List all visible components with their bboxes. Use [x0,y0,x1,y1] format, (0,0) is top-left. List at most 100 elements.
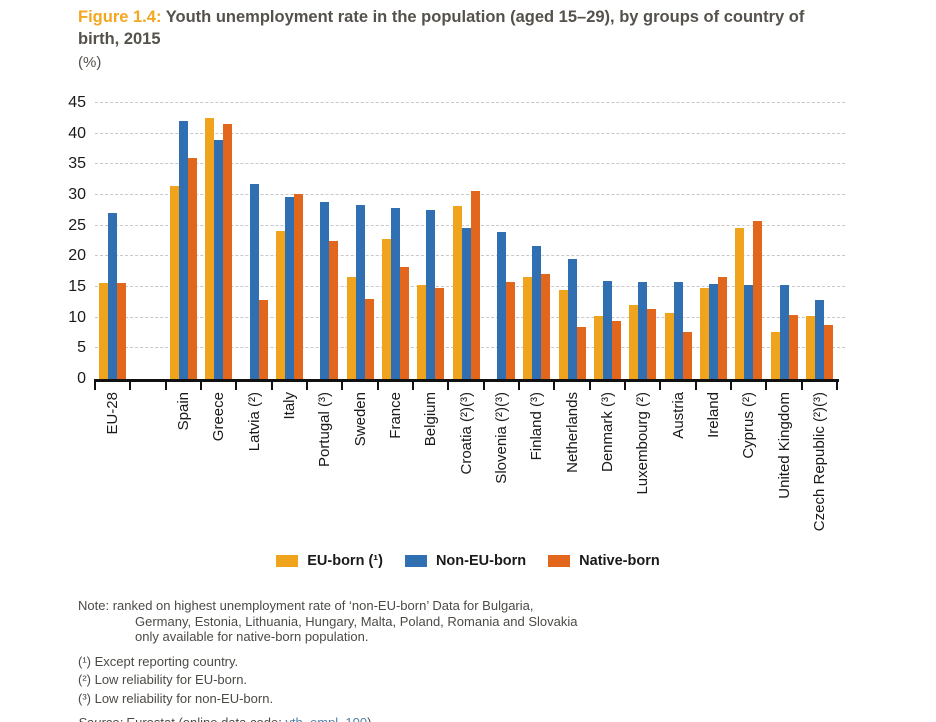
source-line: Source: Eurostat (online data code: yth_… [78,715,590,722]
legend-label: Non-EU-born [435,553,527,569]
bar-native-born [399,266,409,379]
axis-tick [376,379,379,390]
bar-eu-born [664,313,674,379]
bar-native-born [647,309,657,379]
note-text: ranked on highest unemployment rate of ‘… [109,598,578,645]
x-axis-label: Spain [174,392,192,431]
bar-non-eu-born [284,197,294,379]
bar-native-born [717,276,727,379]
bar-eu-born [275,230,285,379]
bar-native-born [364,298,374,379]
bar-eu-born [558,290,568,379]
y-axis-tick-label: 45 [68,94,86,111]
bar-eu-born [452,206,462,379]
x-axis-label: Cyprus (²) [740,392,758,459]
y-axis-tick-label: 35 [68,155,86,173]
bar-eu-born [770,332,780,379]
bar-non-eu-born [214,139,224,379]
source-label: Source: [78,715,123,722]
x-axis-label: Latvia (²) [245,392,263,452]
axis-tick [624,379,626,390]
x-axis-label: Finland (³) [528,392,546,461]
chart-legend: EU-born (¹) Non-EU-born Native-born [0,553,936,569]
x-axis-label: Sweden [351,392,369,447]
x-axis-label: Portugal (³) [316,392,334,468]
bar-non-eu-born [249,183,259,379]
bar-non-eu-born [708,283,718,379]
x-axis-label: Belgium [422,392,440,447]
bar-native-born [223,123,233,379]
bar-non-eu-born [744,285,754,379]
bar-non-eu-born [390,208,400,379]
bar-non-eu-born [532,245,542,379]
bar-native-born [576,326,586,379]
bar-native-born [611,320,621,379]
bar-native-born [470,190,480,379]
bar-native-born [788,314,798,379]
x-axis-label: Croatia (²)(³) [457,392,475,475]
legend-item: Non-EU-born [404,553,527,569]
source-dataset-link[interactable]: yth_empl_100 [285,715,367,722]
bar-eu-born [381,239,391,379]
y-axis-tick-label: 5 [77,339,86,357]
bar-eu-born [417,284,427,379]
source-suffix: ) [367,715,371,722]
bar-native-born [258,300,268,379]
bar-non-eu-born [461,228,471,379]
legend-label: EU-born (¹) [307,553,383,569]
x-axis-label: Ireland [704,392,722,438]
gridline [95,102,845,103]
legend-swatch [548,555,571,567]
bar-eu-born [593,316,603,379]
bar-non-eu-born [638,282,648,379]
axis-tick [694,379,697,390]
y-axis-tick-label: 20 [68,247,86,265]
figure-title-text: Youth unemployment rate in the populatio… [78,8,805,49]
bar-native-born [293,193,303,379]
x-axis-label: United Kingdom [775,392,793,499]
legend-swatch [404,555,427,567]
gridline [95,163,845,165]
bar-native-born [117,282,127,379]
x-axis-line [94,379,839,382]
axis-tick [659,379,662,390]
bar-eu-born [735,228,745,379]
bar-native-born [541,273,551,379]
bar-non-eu-born [178,121,188,379]
bar-eu-born [805,316,815,379]
bar-non-eu-born [426,210,436,379]
bar-non-eu-born [108,213,118,379]
footnote-1: (¹) Except reporting country. [78,653,239,669]
notes-block: Note: ranked on highest unemployment rat… [78,598,590,722]
bar-eu-born [205,117,215,379]
axis-tick [800,379,803,390]
y-axis-tick-label: 25 [68,216,86,234]
y-axis-tick-label: 40 [68,124,86,142]
bar-native-born [329,241,339,379]
gridline [95,194,845,195]
figure-unit: (%) [78,54,102,72]
axis-tick [94,379,96,390]
x-axis-label: Greece [210,392,228,442]
bar-non-eu-born [355,204,365,379]
bar-native-born [505,282,515,379]
bar-non-eu-born [320,202,330,379]
bar-non-eu-born [673,282,683,379]
bar-eu-born [346,277,356,379]
bar-eu-born [523,277,533,379]
bar-eu-born [629,305,639,379]
bar-eu-born [169,185,179,379]
bar-chart: 0 5 10 15 20 25 30 35 40 45 EU-28 Spain Greece Latvia… [68,94,845,531]
note-paragraph: Note: ranked on highest unemployment rat… [78,598,590,645]
axis-tick [306,379,308,390]
footnote-3: (³) Low reliability for non-EU-born. [78,690,274,706]
axis-tick [270,379,273,390]
bar-non-eu-born [496,232,506,379]
x-axis-label: EU-28 [104,392,122,435]
x-axis-label: Luxembourg (²) [634,392,652,495]
footnote-2: (²) Low reliability for EU-born. [78,672,248,688]
y-axis-tick-label: 15 [68,278,86,295]
legend-label: Native-born [579,553,660,569]
x-axis-label: Austria [669,392,687,439]
